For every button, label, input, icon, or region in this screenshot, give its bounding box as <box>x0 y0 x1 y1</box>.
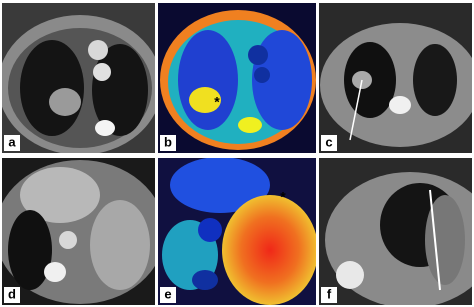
panel-e-image: * <box>158 158 316 305</box>
panel-b-image: * <box>158 3 316 153</box>
label-box <box>321 135 337 151</box>
panel-label: e <box>164 286 171 301</box>
label-box <box>321 287 337 303</box>
panel-label: f <box>327 286 332 301</box>
panel-label: a <box>8 134 16 149</box>
annotation: * <box>280 189 286 205</box>
label-box <box>4 135 20 151</box>
label-box <box>160 135 176 151</box>
annotation: * <box>214 94 220 110</box>
panel-d-image <box>2 158 155 305</box>
label-box <box>4 287 20 303</box>
label-box <box>160 287 176 303</box>
panel-a-image <box>2 3 155 153</box>
panel-label: c <box>325 134 332 149</box>
panel-f-image <box>319 158 472 305</box>
panel-label: b <box>164 134 172 149</box>
panel-c-image <box>319 3 472 153</box>
panel-label: d <box>8 286 16 301</box>
